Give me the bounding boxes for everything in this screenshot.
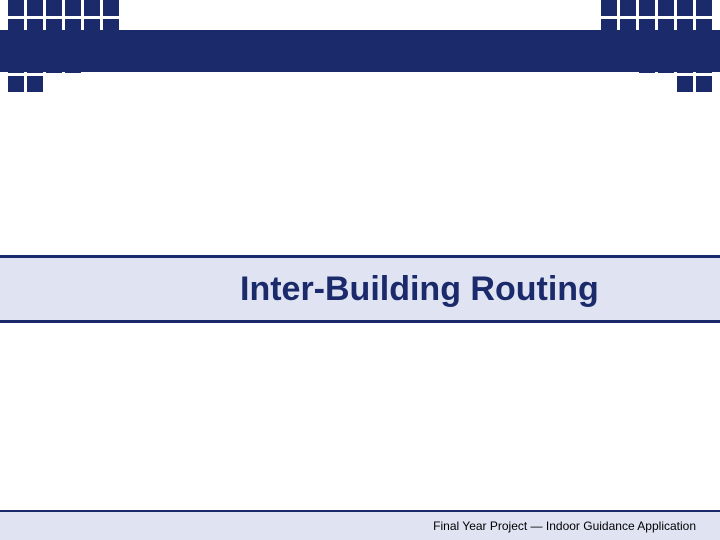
decor-square <box>84 19 100 35</box>
slide-title: Inter-Building Routing <box>240 270 599 309</box>
decor-square <box>84 76 100 92</box>
decor-square <box>696 76 712 92</box>
decor-square <box>601 76 617 92</box>
decor-square <box>103 38 119 54</box>
decor-square <box>620 38 636 54</box>
decor-square <box>696 0 712 16</box>
decor-square <box>620 76 636 92</box>
decor-square <box>8 0 24 16</box>
decor-square <box>84 0 100 16</box>
decor-square <box>103 57 119 73</box>
decor-square <box>8 19 24 35</box>
decor-square <box>27 38 43 54</box>
decor-square <box>639 57 655 73</box>
decor-square <box>677 38 693 54</box>
decor-square <box>103 76 119 92</box>
decor-square <box>620 19 636 35</box>
decor-grid-left <box>8 0 119 92</box>
decor-square <box>103 19 119 35</box>
decor-square <box>658 38 674 54</box>
decor-square <box>601 38 617 54</box>
decor-square <box>46 19 62 35</box>
decor-square <box>65 38 81 54</box>
decor-square <box>46 38 62 54</box>
decor-square <box>65 0 81 16</box>
decor-square <box>677 76 693 92</box>
decor-square <box>65 19 81 35</box>
decor-square <box>27 19 43 35</box>
decor-square <box>677 57 693 73</box>
decor-square <box>8 38 24 54</box>
decor-square <box>46 57 62 73</box>
decor-square <box>27 76 43 92</box>
decor-square <box>696 38 712 54</box>
decor-square <box>620 57 636 73</box>
decor-square <box>658 76 674 92</box>
footer-band: Final Year Project — Indoor Guidance App… <box>0 510 720 540</box>
decor-square <box>46 0 62 16</box>
decor-square <box>65 57 81 73</box>
footer-text: Final Year Project — Indoor Guidance App… <box>433 519 696 533</box>
decor-square <box>658 19 674 35</box>
decor-square <box>8 57 24 73</box>
decor-square <box>601 19 617 35</box>
decor-square <box>46 76 62 92</box>
decor-square <box>8 76 24 92</box>
title-band: Inter-Building Routing <box>0 255 720 323</box>
decor-square <box>639 0 655 16</box>
decor-square <box>639 19 655 35</box>
decor-square <box>696 57 712 73</box>
decor-square <box>620 0 636 16</box>
decor-square <box>27 0 43 16</box>
decor-square <box>677 0 693 16</box>
decor-square <box>639 76 655 92</box>
decor-grid-right <box>601 0 712 92</box>
decor-square <box>84 38 100 54</box>
decor-square <box>639 38 655 54</box>
decor-square <box>27 57 43 73</box>
decor-square <box>103 0 119 16</box>
decor-square <box>677 19 693 35</box>
decor-square <box>601 57 617 73</box>
decor-square <box>601 0 617 16</box>
decor-square <box>658 57 674 73</box>
decor-square <box>65 76 81 92</box>
decor-square <box>696 19 712 35</box>
decor-square <box>658 0 674 16</box>
decor-square <box>84 57 100 73</box>
